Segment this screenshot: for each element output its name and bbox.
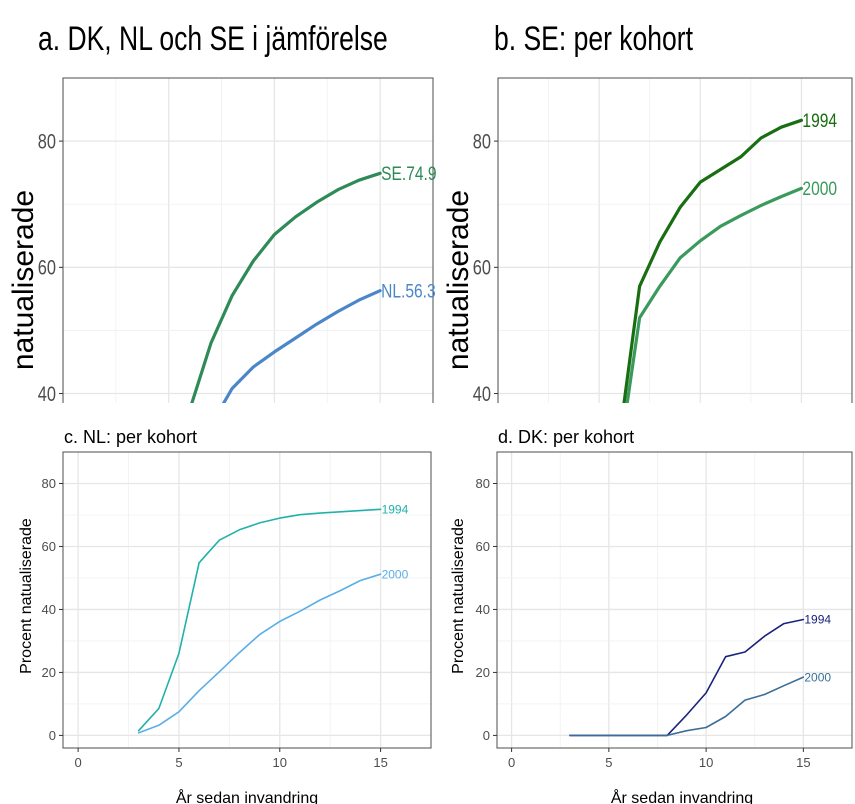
panel-title: c. NL: per kohort <box>64 427 197 447</box>
series-line-1994 <box>137 508 382 732</box>
y-tick-label: 60 <box>473 256 491 279</box>
x-tick-label: 10 <box>699 755 713 770</box>
y-tick-label: 40 <box>473 382 491 405</box>
panel-d: 0 20 40 60 80 0 5 10 15 1994 2000 d. DK: per kohort… <box>450 427 853 804</box>
panel-frame <box>497 77 853 403</box>
series-label: 2000 <box>802 178 837 200</box>
series-line-2000 <box>569 676 805 737</box>
panel-frame <box>496 451 853 749</box>
y-tick-label: 0 <box>483 728 490 743</box>
series-line-1994 <box>569 618 805 737</box>
panel-b: 40 60 80 1994 2000 b. SE: per kohort natualise… <box>442 20 853 405</box>
y-tick-label: 20 <box>42 665 56 680</box>
panel-frame <box>62 77 434 403</box>
grid <box>63 78 433 403</box>
y-axis-title: natualiserade <box>442 190 475 370</box>
series-group <box>569 618 805 737</box>
panel-title: b. SE: per kohort <box>494 20 693 58</box>
y-axis-title: Procent natualiserade <box>18 518 35 674</box>
series-label: 2000 <box>804 670 831 684</box>
grid <box>63 452 431 748</box>
y-tick-label: 60 <box>476 539 490 554</box>
x-tick-label: 0 <box>75 755 82 770</box>
panel-a: 40 60 80 SE.74.9 NL.56.3 a. DK, NL och SE i j… <box>7 20 437 405</box>
y-tick-label: 40 <box>38 382 56 405</box>
y-tick-label: 80 <box>38 129 56 152</box>
y-tick-label: 80 <box>476 476 490 491</box>
series-group <box>190 171 382 403</box>
series-line-2000 <box>625 186 803 403</box>
y-tick-label: 40 <box>42 602 56 617</box>
x-tick-label: 10 <box>273 755 287 770</box>
y-tick-label: 60 <box>38 256 56 279</box>
series-label: 1994 <box>802 109 837 131</box>
series-line-SE.74.9 <box>190 171 382 403</box>
series-label: 2000 <box>382 567 409 581</box>
y-tick-label: 20 <box>476 665 490 680</box>
x-tick-label: 15 <box>373 755 387 770</box>
y-axis-title: natualiserade <box>7 190 40 370</box>
series-line-2000 <box>137 573 382 734</box>
panel-title: d. DK: per kohort <box>498 427 634 447</box>
series-label: 1994 <box>804 613 831 627</box>
series-label: NL.56.3 <box>381 280 436 302</box>
x-tick-label: 5 <box>605 755 612 770</box>
y-tick-label: 60 <box>42 539 56 554</box>
y-tick-label: 80 <box>42 476 56 491</box>
x-tick-label: 15 <box>796 755 810 770</box>
series-label: 1994 <box>382 503 409 517</box>
panel-c: 0 20 40 60 80 0 5 10 15 1994 2000 c. NL: per kohort… <box>18 427 432 804</box>
panel-title: a. DK, NL och SE i jämförelse <box>38 20 388 58</box>
x-axis-title: År sedan invandring <box>611 788 753 804</box>
panel-frame <box>62 451 432 749</box>
y-tick-label: 80 <box>473 129 491 152</box>
grid <box>497 452 852 748</box>
y-tick-label: 40 <box>476 602 490 617</box>
y-axis-title: Procent natualiserade <box>450 518 467 674</box>
series-line-NL.56.3 <box>221 289 382 403</box>
x-tick-label: 0 <box>508 755 515 770</box>
series-group <box>622 118 803 403</box>
x-tick-label: 5 <box>175 755 182 770</box>
y-tick-label: 0 <box>49 728 56 743</box>
series-label: SE.74.9 <box>381 162 436 184</box>
x-axis-title: År sedan invandring <box>176 788 318 804</box>
series-line-1994 <box>622 118 803 403</box>
series-group <box>137 508 382 734</box>
